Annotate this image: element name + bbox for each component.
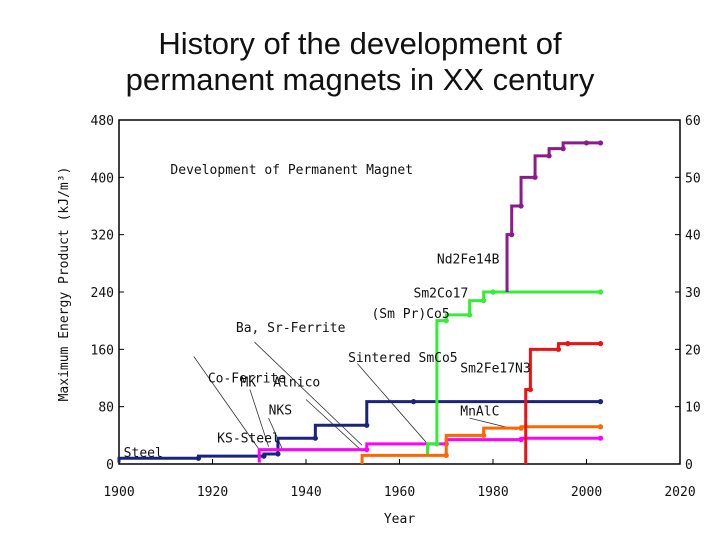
slide-title: History of the development of permanent …	[0, 26, 720, 98]
data-point	[518, 425, 524, 431]
data-point	[597, 424, 604, 430]
data-point	[275, 451, 281, 457]
data-point	[509, 232, 515, 238]
data-point	[364, 422, 370, 428]
data-point	[597, 289, 604, 295]
y-tick-label: 0	[106, 458, 114, 473]
y2-tick-label: 50	[685, 171, 701, 186]
annotation-label: KS-Steel	[217, 432, 280, 447]
data-point	[518, 437, 524, 443]
y-tick-label: 240	[91, 286, 114, 301]
annotation-label: Sm2Fe17N3	[460, 361, 530, 376]
annotation-label: Sintered SmCo5	[348, 351, 458, 366]
leader-line	[193, 356, 260, 450]
y-axis-title: Maximum Energy Product (kJ/m³)	[57, 167, 72, 402]
data-point	[532, 174, 538, 180]
data-point	[443, 452, 449, 458]
annotation-label: NKS	[269, 404, 292, 419]
series-lines	[117, 140, 604, 464]
y2-tick-label: 10	[685, 401, 701, 416]
data-point	[443, 318, 449, 324]
x-tick-label: 1920	[197, 485, 228, 500]
data-point	[195, 455, 202, 461]
x-tick-label: 2020	[664, 485, 695, 500]
data-point	[560, 146, 566, 152]
annotation-label: Alnico	[273, 376, 320, 391]
data-point	[597, 341, 604, 347]
x-tick-label: 1960	[384, 485, 415, 500]
leader-line	[254, 341, 363, 446]
y-tick-label: 400	[91, 171, 114, 186]
data-point	[481, 432, 487, 438]
data-point	[583, 140, 590, 146]
annotation-label: MK	[241, 376, 257, 391]
title-line-1: History of the development of	[158, 26, 562, 61]
x-tick-label: 1900	[103, 485, 134, 500]
data-point	[597, 435, 604, 441]
data-point	[261, 453, 267, 459]
data-point	[312, 435, 318, 441]
title-line-2: permanent magnets in XX century	[125, 62, 595, 97]
series-line-4	[505, 141, 601, 292]
data-point	[434, 441, 440, 447]
data-point	[518, 203, 524, 209]
annotation-label: MnAlC	[460, 404, 499, 419]
annotation-label: (Sm Pr)Co5	[371, 307, 449, 322]
data-point	[410, 399, 417, 405]
leader-line	[249, 389, 269, 447]
data-point	[481, 298, 487, 304]
y2-tick-label: 60	[685, 114, 701, 129]
data-point	[364, 447, 370, 453]
annotation-label: Ba, Sr-Ferrite	[236, 321, 346, 336]
data-point	[597, 140, 604, 146]
y-tick-label: 160	[91, 343, 114, 358]
data-point	[467, 312, 473, 318]
labels: 1900 1920 1940 1960 1980 2000 2020 0 80 160 240 320…	[57, 114, 701, 527]
y2-tick-label: 30	[685, 286, 701, 301]
annotation-label: Nd2Fe14B	[437, 252, 500, 267]
x-axis-title: Year	[384, 512, 415, 527]
x-tick-label: 2000	[571, 485, 602, 500]
data-point	[555, 346, 562, 352]
data-point	[490, 289, 496, 295]
y2-tick-label: 40	[685, 229, 701, 244]
y-tick-label: 80	[98, 401, 114, 416]
y-tick-label: 480	[91, 114, 114, 129]
leader-line	[357, 363, 428, 445]
annotation-label: Sm2Co17	[414, 287, 469, 302]
annotation-label: Development of Permanent Magnet	[170, 163, 413, 178]
annotation-label: Steel	[124, 446, 163, 461]
y2-tick-label: 0	[685, 458, 693, 473]
x-tick-label: 1940	[290, 485, 321, 500]
data-point	[527, 386, 534, 393]
y-tick-label: 320	[91, 229, 114, 244]
y2-tick-label: 20	[685, 343, 701, 358]
x-tick-label: 1980	[477, 485, 508, 500]
annotation-label: Co-Ferrite	[208, 371, 286, 386]
leader-line	[268, 417, 283, 450]
data-point	[546, 153, 552, 159]
data-point	[565, 341, 571, 347]
data-point	[597, 399, 604, 405]
